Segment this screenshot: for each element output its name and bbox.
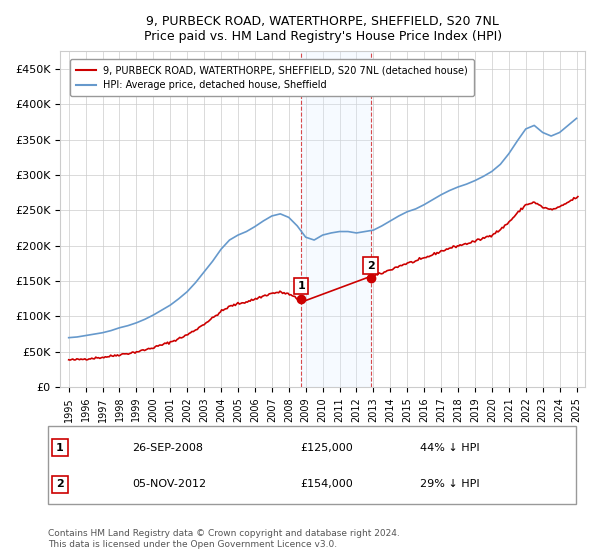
Text: 1: 1 (297, 281, 305, 291)
Bar (301, 51, 371, 387)
Text: £154,000: £154,000 (300, 479, 353, 489)
Text: 2: 2 (367, 260, 374, 270)
Text: 29% ↓ HPI: 29% ↓ HPI (420, 479, 479, 489)
Text: Contains HM Land Registry data © Crown copyright and database right 2024.
This d: Contains HM Land Registry data © Crown c… (48, 529, 400, 549)
Text: 05-NOV-2012: 05-NOV-2012 (132, 479, 206, 489)
Text: 2: 2 (56, 479, 64, 489)
Text: £125,000: £125,000 (300, 442, 353, 452)
Text: 26-SEP-2008: 26-SEP-2008 (132, 442, 203, 452)
Text: 44% ↓ HPI: 44% ↓ HPI (420, 442, 479, 452)
Legend: 9, PURBECK ROAD, WATERTHORPE, SHEFFIELD, S20 7NL (detached house), HPI: Average : 9, PURBECK ROAD, WATERTHORPE, SHEFFIELD,… (70, 59, 474, 96)
Title: 9, PURBECK ROAD, WATERTHORPE, SHEFFIELD, S20 7NL
Price paid vs. HM Land Registry: 9, PURBECK ROAD, WATERTHORPE, SHEFFIELD,… (143, 15, 502, 43)
Text: 1: 1 (56, 442, 64, 452)
